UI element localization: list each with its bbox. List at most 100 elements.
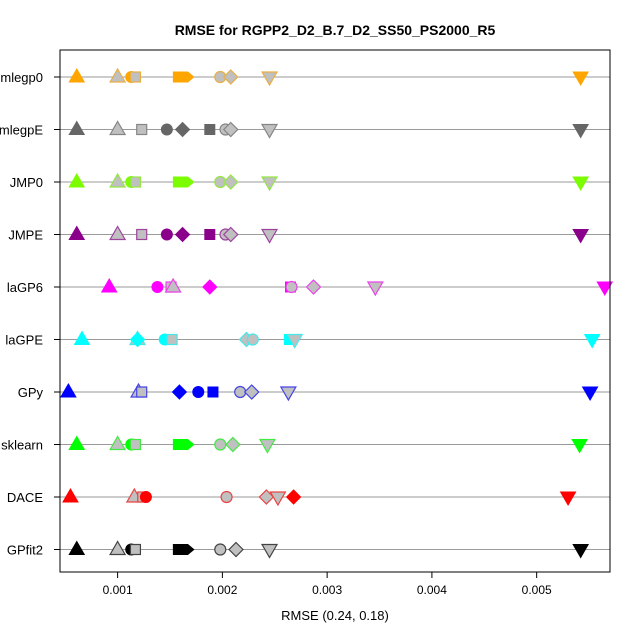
marker-sklearn-square-open	[129, 438, 142, 451]
x-tick-label: 0.002	[207, 583, 237, 597]
marker-sklearn-arrow-filled	[180, 439, 195, 450]
marker-JMPE-tri-down-filled	[572, 229, 590, 244]
marker-laGP6-diamond-filled	[202, 279, 218, 295]
marker-GPfit2-tri-up-filled	[68, 540, 86, 555]
marker-mlegpE-square-open	[136, 123, 148, 136]
marker-GPfit2-circle-open	[214, 543, 227, 556]
marker-laGPE-tri-down-open	[286, 333, 304, 349]
category-label-DACE: DACE	[7, 490, 43, 505]
marker-laGP6-circle-open	[285, 280, 298, 294]
marker-GPy-tri-up-filled	[60, 382, 77, 398]
marker-GPfit2-tri-up-open	[109, 540, 127, 556]
marker-DACE-circle-open	[220, 490, 233, 504]
marker-laGPE-square-open	[166, 333, 178, 346]
x-axis: 0.001 0.002 0.003 0.004 0.005	[103, 572, 552, 597]
marker-GPy-tri-down-filled	[581, 386, 599, 402]
category-label-mlegpE: mlegpE	[0, 123, 43, 138]
marker-mlegp0-tri-down-filled	[572, 71, 590, 87]
marker-GPfit2-arrow-filled	[180, 544, 195, 555]
marker-JMP0-tri-up-filled	[68, 172, 86, 188]
marker-mlegpE-diamond-open	[222, 121, 239, 138]
marker-mlegpE-tri-down-filled	[572, 124, 590, 139]
marker-GPy-diamond-filled	[171, 384, 188, 400]
marker-laGPE-tri-down-filled	[583, 334, 601, 349]
marker-DACE-diamond-filled	[285, 489, 302, 505]
marker-GPy-square-filled	[207, 386, 219, 398]
x-tick-label: 0.001	[103, 583, 133, 597]
marker-laGP6-tri-up-filled	[100, 277, 118, 293]
marker-sklearn-tri-up-filled	[68, 435, 86, 450]
marker-GPy-circle-filled	[192, 386, 205, 398]
marker-laGP6-circle-filled	[151, 281, 164, 293]
marker-laGP6-tri-down-open	[366, 281, 384, 297]
marker-JMPE-diamond-open	[222, 226, 239, 243]
marker-DACE-tri-down-filled	[559, 491, 577, 507]
marker-laGP6-diamond-open	[305, 279, 322, 295]
marker-mlegp0-square-open	[129, 71, 142, 83]
plot-frame	[59, 49, 611, 573]
marker-DACE-tri-up-filled	[62, 487, 79, 503]
marker-sklearn-circle-open	[214, 438, 227, 451]
marker-mlegp0-diamond-open	[222, 69, 239, 85]
marker-mlegpE-tri-down-open	[260, 123, 279, 139]
category-label-sklearn: sklearn	[1, 438, 43, 453]
marker-DACE-diamond-open	[258, 489, 275, 505]
category-label-GPy: GPy	[18, 385, 44, 400]
marker-laGP6-tri-down-filled	[596, 281, 614, 297]
marker-GPy-square-open	[136, 386, 148, 398]
marker-GPfit2-diamond-open	[228, 541, 244, 558]
marker-mlegpE-diamond-filled	[174, 121, 191, 138]
marker-GPy-tri-down-open	[279, 386, 297, 402]
x-tick-label: 0.003	[312, 583, 342, 597]
marker-GPfit2-tri-down-open	[260, 543, 279, 559]
marker-laGP6-tri-up-open	[164, 277, 182, 293]
marker-JMP0-diamond-open	[222, 174, 239, 190]
marker-DACE-circle-filled	[139, 491, 152, 503]
marker-sklearn-tri-down-filled	[571, 439, 588, 454]
marker-mlegp0-tri-up-open	[109, 67, 127, 83]
marker-laGPE-tri-up-filled	[73, 330, 91, 345]
marker-JMPE-tri-up-filled	[68, 225, 86, 240]
marker-laGPE-circle-open	[246, 333, 259, 346]
marker-JMP0-tri-down-filled	[572, 176, 590, 192]
marker-mlegpE-square-filled	[204, 124, 216, 135]
y-axis: mlegp0 mlegpE JMP0 JMPE laGP6 laGPE GPy sklearn…	[0, 70, 60, 558]
x-axis-label: RMSE (0.24, 0.18)	[281, 608, 389, 623]
marker-sklearn-diamond-open	[225, 436, 241, 453]
marker-DACE-tri-down-open	[269, 491, 287, 507]
data-points	[60, 67, 614, 559]
marker-JMPE-tri-down-open	[260, 228, 279, 244]
marker-JMP0-tri-up-open	[109, 172, 127, 188]
category-label-laGP6: laGP6	[7, 280, 43, 295]
marker-GPy-diamond-open	[243, 384, 260, 400]
category-label-mlegp0: mlegp0	[0, 70, 43, 85]
marker-JMPE-tri-up-open	[109, 225, 127, 241]
marker-JMPE-square-open	[136, 228, 148, 241]
marker-JMP0-tri-down-open	[260, 176, 279, 192]
category-label-JMP0: JMP0	[10, 175, 43, 190]
marker-JMP0-square-open	[129, 176, 142, 188]
marker-JMPE-circle-filled	[160, 228, 173, 241]
marker-JMPE-diamond-filled	[174, 226, 191, 243]
marker-GPfit2-tri-down-filled	[572, 544, 590, 559]
marker-mlegp0-arrow-filled	[180, 71, 195, 83]
marker-mlegp0-tri-up-filled	[68, 67, 86, 83]
x-tick-label: 0.004	[417, 583, 447, 597]
category-label-laGPE: laGPE	[5, 333, 43, 348]
marker-mlegp0-tri-down-open	[260, 71, 279, 87]
category-label-JMPE: JMPE	[8, 228, 43, 243]
category-label-GPfit2: GPfit2	[7, 543, 43, 558]
marker-sklearn-tri-up-open	[109, 435, 127, 451]
x-tick-label: 0.005	[522, 583, 552, 597]
marker-mlegpE-circle-filled	[160, 123, 173, 136]
marker-laGPE-diamond-filled	[129, 331, 146, 348]
marker-GPfit2-square-open	[129, 543, 142, 556]
marker-sklearn-tri-down-open	[258, 438, 276, 454]
marker-JMPE-square-filled	[204, 229, 216, 240]
chart-title: RMSE for RGPP2_D2_B.7_D2_SS50_PS2000_R5	[175, 22, 496, 38]
marker-JMP0-arrow-filled	[180, 176, 195, 188]
marker-mlegpE-tri-up-open	[109, 120, 127, 136]
marker-mlegpE-tri-up-filled	[68, 120, 86, 135]
grid-lines	[60, 76, 610, 550]
